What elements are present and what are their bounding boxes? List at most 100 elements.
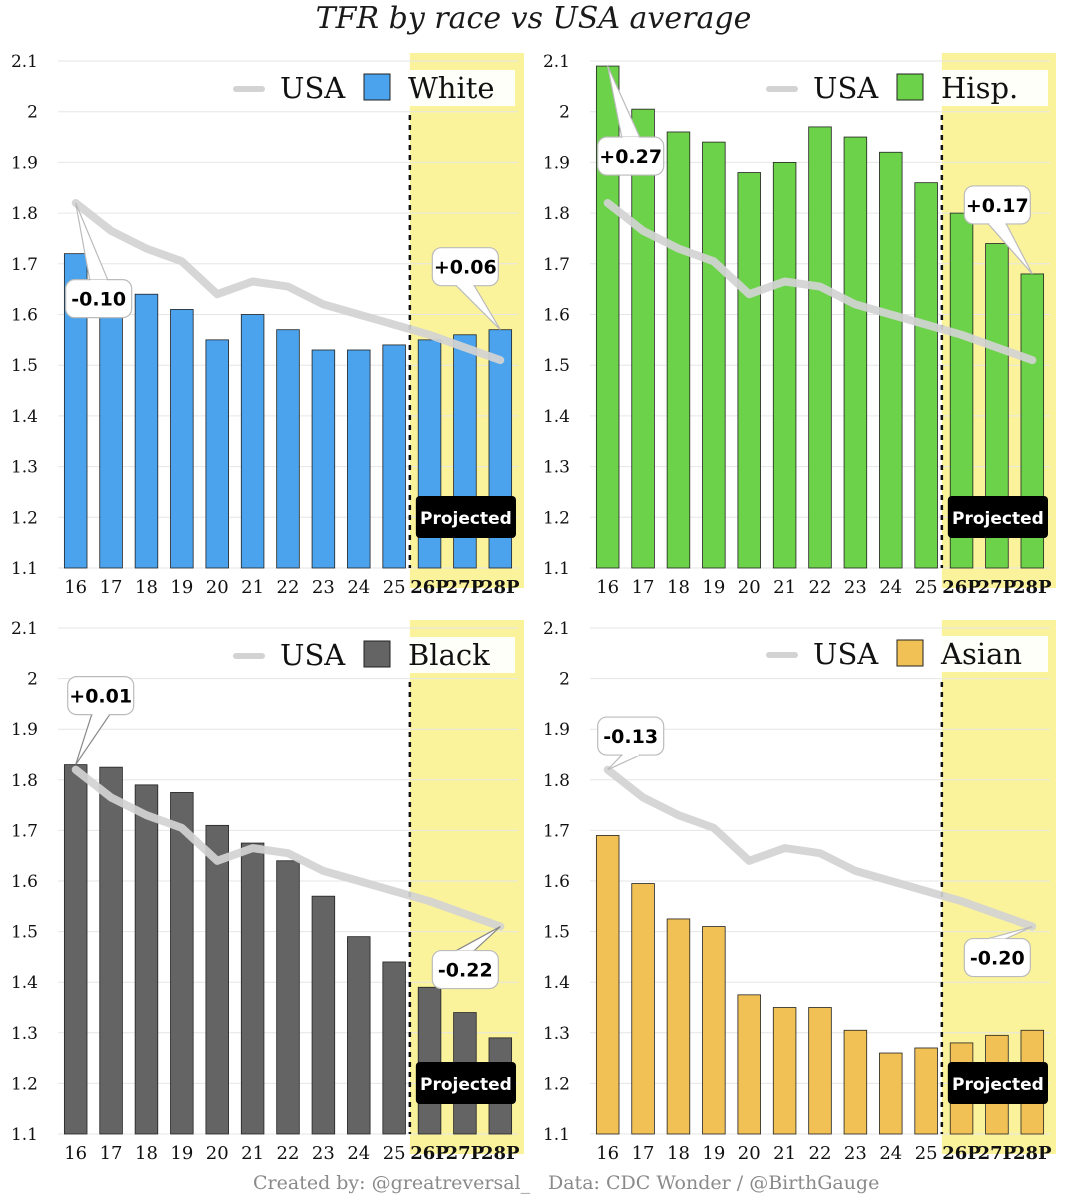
x-tick-label: 17 <box>100 1143 123 1164</box>
y-tick-label: 2 <box>27 670 38 690</box>
y-tick-label: 1.1 <box>11 1125 38 1145</box>
projected-label: Projected <box>952 1075 1044 1095</box>
bar <box>737 172 761 569</box>
x-tick-label: 24 <box>879 577 902 598</box>
x-tick-label: 27P <box>446 577 485 598</box>
x-tick-label: 22 <box>809 577 832 598</box>
callout-joint <box>622 137 639 141</box>
legend-usa-label: USA <box>813 637 879 671</box>
footer-source: Data: CDC Wonder / @BirthGauge <box>548 1172 880 1194</box>
y-tick-label: 1.8 <box>543 204 570 224</box>
x-tick-label: 23 <box>312 1143 335 1164</box>
x-tick-label: 27P <box>978 577 1017 598</box>
x-tick-label: 23 <box>312 577 335 598</box>
bar <box>631 883 655 1135</box>
x-tick-label: 17 <box>632 1143 655 1164</box>
chart-title: TFR by race vs USA average <box>315 1 752 36</box>
y-tick-label: 1.2 <box>543 1074 570 1094</box>
y-tick-label: 1.3 <box>543 1024 570 1044</box>
bar <box>666 918 691 1135</box>
callout-pointer <box>75 714 111 765</box>
bar <box>595 835 620 1135</box>
x-tick-label: 16 <box>596 577 619 598</box>
x-tick-label: 24 <box>347 1143 370 1164</box>
bar <box>772 1007 797 1135</box>
x-tick-label: 16 <box>64 1143 87 1164</box>
x-tick-label: 24 <box>347 577 370 598</box>
y-tick-label: 1.9 <box>543 153 570 173</box>
callout-joint <box>989 221 1006 225</box>
y-tick-label: 2.1 <box>543 52 570 72</box>
y-tick-label: 1.9 <box>543 720 570 740</box>
usa-line <box>71 765 505 931</box>
x-tick-label: 26P <box>410 577 449 598</box>
x-tick-label: 26P <box>942 577 981 598</box>
projected-label: Projected <box>420 1075 512 1095</box>
legend-series-label: Hisp. <box>941 71 1018 105</box>
x-tick-label: 16 <box>596 1143 619 1164</box>
projected-badge <box>415 496 516 538</box>
y-tick-label: 1.4 <box>543 407 570 427</box>
y-tick-label: 1.8 <box>11 204 38 224</box>
bar <box>702 141 726 569</box>
x-tick-label: 25 <box>383 1143 406 1164</box>
y-tick-label: 2.1 <box>11 619 38 639</box>
x-tick-label: 22 <box>277 1143 300 1164</box>
y-tick-label: 1.7 <box>543 255 570 275</box>
bar <box>276 329 300 569</box>
x-tick-label: 20 <box>206 577 229 598</box>
callout-joint <box>457 283 474 287</box>
x-tick-label: 21 <box>773 1143 796 1164</box>
bar <box>240 314 265 569</box>
y-tick-label: 1.5 <box>11 356 38 376</box>
x-tick-label: 20 <box>206 1143 229 1164</box>
legend-series-label: White <box>408 71 495 105</box>
x-tick-label: 24 <box>879 1143 902 1164</box>
y-tick-label: 1.1 <box>543 559 570 579</box>
bar <box>276 860 300 1135</box>
x-tick-label: 28P <box>1013 577 1052 598</box>
x-tick-label: 16 <box>64 577 87 598</box>
panel-asian: 1.1 1.2 1.3 1.4 1.5 1.6 1.7 1.8 1.9 2 2.1 16 17 18 19 2… <box>543 619 1056 1164</box>
projected-badge <box>947 496 1048 538</box>
legend-series-swatch <box>363 73 391 101</box>
callout-joint <box>622 753 639 757</box>
bar <box>914 182 938 569</box>
bar <box>949 212 974 569</box>
y-tick-label: 1.6 <box>543 306 570 326</box>
usa-line <box>603 765 1037 931</box>
callout-label: -0.22 <box>438 960 493 982</box>
y-tick-label: 2 <box>559 103 570 123</box>
y-tick-label: 1.5 <box>543 923 570 943</box>
bar <box>417 986 442 1135</box>
projected-badge <box>947 1062 1048 1104</box>
callout-joint <box>90 279 107 283</box>
x-tick-label: 28P <box>481 1143 520 1164</box>
usa-line <box>71 199 505 365</box>
bar <box>134 293 159 569</box>
x-tick-label: 28P <box>481 577 520 598</box>
panel-black: 1.1 1.2 1.3 1.4 1.5 1.6 1.7 1.8 1.9 2 2.1 16 17 18 19 2… <box>11 619 524 1164</box>
footer-credit: Created by: @greatreversal_ <box>253 1172 531 1194</box>
bar <box>879 151 903 569</box>
x-tick-label: 28P <box>1013 1143 1052 1164</box>
y-tick-label: 1.9 <box>11 720 38 740</box>
x-tick-label: 19 <box>170 1143 193 1164</box>
legend-series-swatch <box>896 639 924 667</box>
x-tick-label: 27P <box>446 1143 485 1164</box>
x-tick-label: 18 <box>135 1143 158 1164</box>
y-tick-label: 1.9 <box>11 153 38 173</box>
x-tick-label: 25 <box>915 1143 938 1164</box>
y-tick-label: 1.2 <box>543 508 570 528</box>
panel-white: 1.1 1.2 1.3 1.4 1.5 1.6 1.7 1.8 1.9 2 2.1 16 17 18 19 2… <box>11 52 524 598</box>
y-tick-label: 1.7 <box>11 821 38 841</box>
bar <box>843 1029 868 1135</box>
y-tick-label: 1.3 <box>543 458 570 478</box>
y-tick-label: 1.6 <box>11 872 38 892</box>
x-tick-label: 22 <box>809 1143 832 1164</box>
legend-series-label: Black <box>408 638 490 672</box>
x-tick-label: 19 <box>702 577 725 598</box>
bar <box>347 349 371 569</box>
x-tick-label: 25 <box>915 577 938 598</box>
